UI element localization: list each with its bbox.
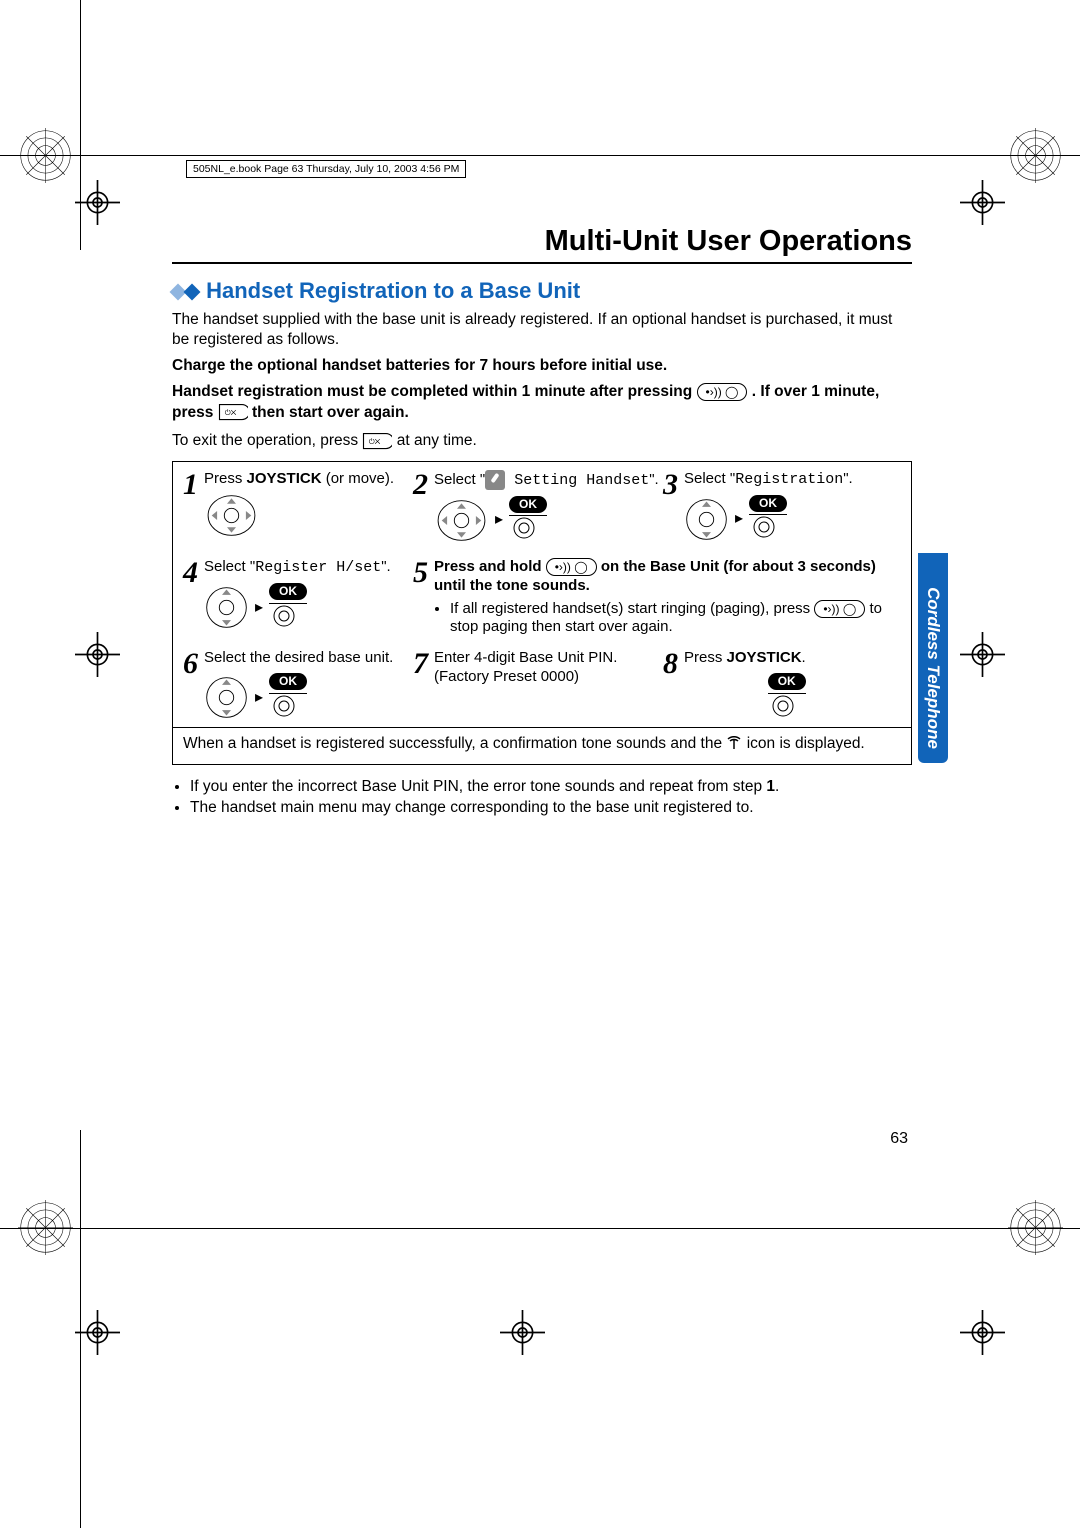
exit-line: To exit the operation, press ⏻✕ at any t… [172,431,912,451]
step-text: Enter 4-digit Base Unit PIN. (Factory Pr… [434,649,617,687]
step-text: Select " Setting Handset". ▸ OK [434,470,659,546]
center-press-icon [768,694,798,718]
svg-text:⏻✕: ⏻✕ [224,408,236,417]
joystick-updown-icon [204,585,249,630]
steps-box: 1 Press JOYSTICK (or move). 2 Select " S… [172,461,912,765]
step-8: 8 Press JOYSTICK. OK [663,649,883,723]
steps-row-2: 4 Select "Register H/set". ▸ OK 5 [183,558,901,637]
page-number: 63 [890,1130,908,1148]
center-press-icon [509,516,539,540]
crosshair-mark-icon [75,632,120,677]
step-3: 3 Select "Registration". ▸ OK [663,470,883,545]
registration-mark-icon [18,1200,73,1255]
arrow-right-icon: ▸ [495,510,503,530]
step-number: 6 [183,649,198,679]
note-item: The handset main menu may change corresp… [190,798,912,819]
section-heading: Handset Registration to a Base Unit [172,278,912,304]
crosshair-mark-icon [75,180,120,225]
end-call-button-icon: ⏻✕ [362,432,392,450]
center-press-icon [269,694,299,718]
step-number: 7 [413,649,428,679]
steps-divider [173,727,911,728]
step-2: 2 Select " Setting Handset". ▸ OK [413,470,663,546]
registration-mark-icon [1008,1200,1063,1255]
step-text: Select the desired base unit. ▸ OK [204,649,393,723]
crosshair-mark-icon [75,1310,120,1355]
center-press-icon [269,604,299,628]
step-text: Press JOYSTICK. OK [684,649,806,723]
side-tab: Cordless Telephone [918,553,948,763]
diamond-icon [184,284,201,301]
steps-footnote: When a handset is registered successfull… [183,734,901,754]
arrow-right-icon: ▸ [735,509,743,529]
step-4: 4 Select "Register H/set". ▸ OK [183,558,413,633]
joystick-updown-icon [684,497,729,542]
page-content: Multi-Unit User Operations Handset Regis… [172,225,912,819]
step-number: 1 [183,470,198,500]
locator-button-icon: •›)) ◯ [546,558,597,576]
note-item: If you enter the incorrect Base Unit PIN… [190,777,912,798]
side-tab-label: Cordless Telephone [923,563,943,773]
registration-mark-icon [1008,128,1063,183]
notes-list: If you enter the incorrect Base Unit PIN… [172,777,912,819]
steps-row-3: 6 Select the desired base unit. ▸ OK [183,649,901,723]
step-5-bullet: If all registered handset(s) start ringi… [450,600,883,638]
step-7: 7 Enter 4-digit Base Unit PIN. (Factory … [413,649,663,687]
crosshair-mark-icon [500,1310,545,1355]
title-rule [172,262,912,264]
crop-line-bottom [0,1228,1080,1229]
page-title: Multi-Unit User Operations [172,225,912,258]
arrow-right-icon: ▸ [255,598,263,618]
locator-button-icon: •›)) ◯ [814,600,865,618]
crosshair-mark-icon [960,1310,1005,1355]
step-text: Select "Register H/set". ▸ OK [204,558,391,633]
ok-badge: OK [269,583,307,600]
ok-badge: OK [768,673,806,690]
intro-bold-1: Charge the optional handset batteries fo… [172,356,912,376]
ok-badge: OK [749,495,787,512]
intro-bold-2: Handset registration must be completed w… [172,382,912,422]
joystick-icon [434,498,489,543]
arrow-right-icon: ▸ [255,688,263,708]
step-number: 4 [183,558,198,588]
step-number: 8 [663,649,678,679]
joystick-icon [204,493,259,538]
step-number: 5 [413,558,428,588]
setting-handset-icon [485,470,505,490]
joystick-updown-icon [204,675,249,720]
antenna-icon [726,736,742,752]
intro-paragraph: The handset supplied with the base unit … [172,310,912,350]
step-text: Press and hold •›)) ◯ on the Base Unit (… [434,558,883,637]
steps-row-1: 1 Press JOYSTICK (or move). 2 Select " S… [183,470,901,546]
registration-mark-icon [18,128,73,183]
step-number: 3 [663,470,678,500]
step-number: 2 [413,470,428,500]
step-5: 5 Press and hold •›)) ◯ on the Base Unit… [413,558,883,637]
svg-text:⏻✕: ⏻✕ [369,437,381,446]
step-1: 1 Press JOYSTICK (or move). [183,470,413,538]
step-6: 6 Select the desired base unit. ▸ OK [183,649,413,723]
locator-button-icon: •›)) ◯ [697,383,748,401]
crosshair-mark-icon [960,180,1005,225]
crosshair-mark-icon [960,632,1005,677]
step-text: Select "Registration". ▸ OK [684,470,853,545]
ok-badge: OK [269,673,307,690]
ok-badge: OK [509,496,547,513]
center-press-icon [749,515,779,539]
end-call-button-icon: ⏻✕ [218,403,248,421]
header-file-path: 505NL_e.book Page 63 Thursday, July 10, … [186,160,466,178]
step-text: Press JOYSTICK (or move). [204,470,394,538]
crop-line-top [0,155,1080,156]
section-heading-text: Handset Registration to a Base Unit [206,278,580,303]
